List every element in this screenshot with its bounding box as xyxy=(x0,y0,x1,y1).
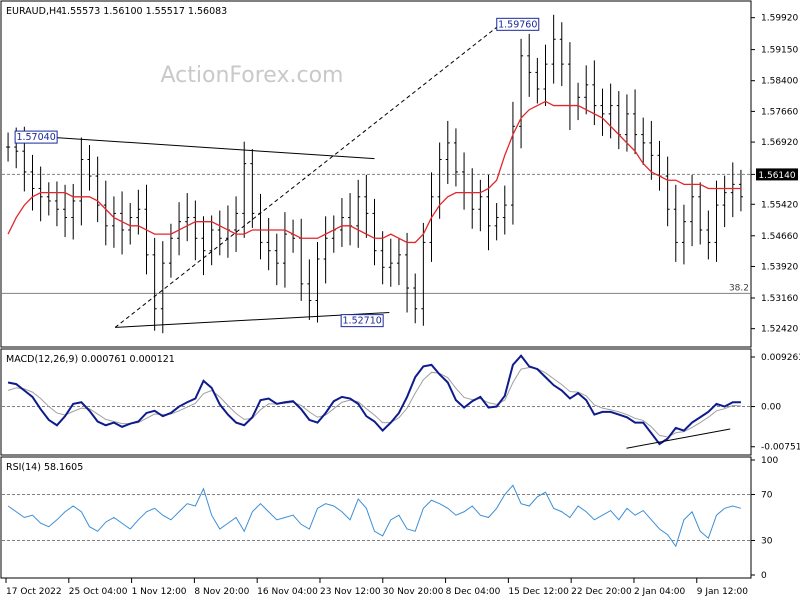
price-axis-label: 1.58400 xyxy=(761,77,798,87)
price-annotation-label: 1.57040 xyxy=(16,132,55,143)
price-axis-label: 1.54660 xyxy=(761,232,798,242)
price-axis-label: 1.53160 xyxy=(761,294,798,304)
macd-layer xyxy=(2,354,750,449)
price-axis-label: 1.59150 xyxy=(761,46,798,56)
x-axis-label: 15 Dec 12:00 xyxy=(508,587,569,597)
x-axis-label: 8 Dec 04:00 xyxy=(446,587,501,597)
rsi-title: RSI(14) 58.1605 xyxy=(6,462,83,473)
price-axis-label: 1.52420 xyxy=(761,325,798,335)
price-layer: 38.2 1.57040 1.59760 1.52710 xyxy=(2,14,750,334)
price-annotation-label: 1.52710 xyxy=(343,316,382,327)
macd-axis-label: 0.009263 xyxy=(761,353,800,363)
macd-line xyxy=(7,354,741,446)
price-panel-frame xyxy=(0,0,752,348)
price-trend-line xyxy=(114,18,509,328)
rsi-axis-label: 30 xyxy=(761,537,773,547)
macd-axis-label: -0.007517 xyxy=(761,443,800,453)
macd-axis-label: 0.00 xyxy=(761,403,781,413)
price-annotation-box xyxy=(496,17,540,31)
price-annotation-box xyxy=(14,130,58,144)
x-axis-label: 25 Oct 04:00 xyxy=(69,587,128,597)
rsi-axis-label: 0 xyxy=(761,571,767,581)
price-axis-label: 1.53920 xyxy=(761,262,798,272)
x-axis-label: 17 Oct 2022 xyxy=(6,587,62,597)
x-axis-label: 16 Nov 04:00 xyxy=(257,587,318,597)
rsi-line xyxy=(7,484,742,548)
x-axis-label: 22 Dec 20:00 xyxy=(571,587,632,597)
price-axis-label: 1.55420 xyxy=(761,200,798,210)
ohlc-text: 1.55573 1.56100 1.55517 1.56083 xyxy=(61,6,227,17)
x-axis-label: 2 Jan 04:00 xyxy=(634,587,686,597)
price-trend-line xyxy=(48,136,375,160)
price-axis-label: 1.56920 xyxy=(761,138,798,148)
x-axis-label: 23 Nov 12:00 xyxy=(320,587,381,597)
rsi-panel-frame xyxy=(0,456,752,579)
rsi-axis-label: 100 xyxy=(761,456,778,466)
price-axis-label: 1.57660 xyxy=(761,107,798,117)
symbol-label: EURAUD,H4 xyxy=(6,6,62,17)
price-annotation-label: 1.59760 xyxy=(498,19,537,30)
x-axis-label: 8 Nov 20:00 xyxy=(194,587,249,597)
fib-level-label: 38.2 xyxy=(729,283,749,293)
price-axis-label: 1.59920 xyxy=(761,14,798,24)
moving-average-line xyxy=(7,100,741,244)
current-price-label: 1.56140 xyxy=(758,171,795,181)
watermark-text: ActionForex.com xyxy=(161,63,344,88)
x-axis-label: 1 Nov 12:00 xyxy=(132,587,187,597)
current-price-tag xyxy=(756,168,798,181)
axis-layer: 1.59920 1.59150 1.58400 1.57660 1.56920 1.561… xyxy=(5,14,800,597)
x-axis-label: 9 Jan 12:00 xyxy=(697,587,749,597)
rsi-layer xyxy=(2,484,750,548)
price-annotation-box xyxy=(340,314,384,328)
macd-trend-line xyxy=(626,428,731,449)
macd-title: MACD(12,26,9) 0.000761 0.000121 xyxy=(6,354,175,365)
x-axis-label: 30 Nov 20:00 xyxy=(383,587,444,597)
rsi-axis-label: 70 xyxy=(761,491,773,501)
macd-panel-frame xyxy=(0,348,752,456)
